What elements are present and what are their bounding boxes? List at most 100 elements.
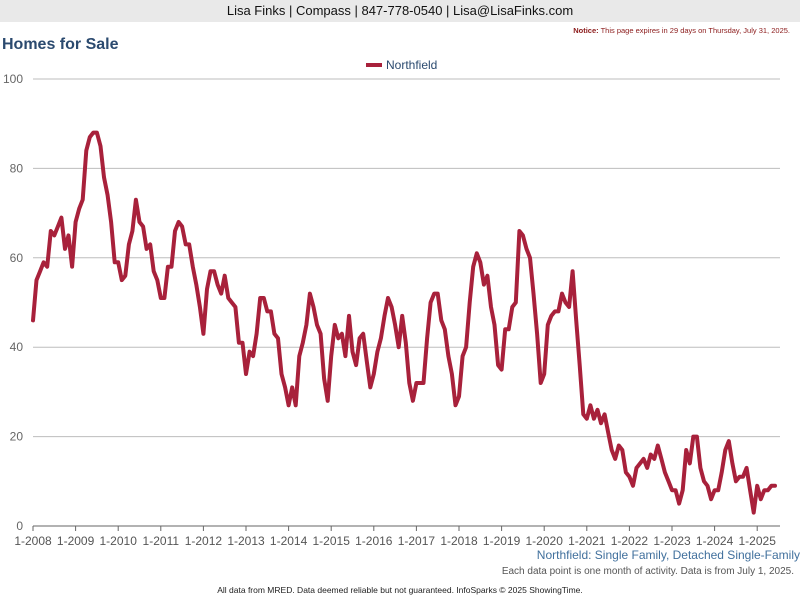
data-point[interactable]	[489, 305, 493, 309]
data-point[interactable]	[393, 323, 397, 327]
data-point[interactable]	[450, 372, 454, 376]
data-point[interactable]	[84, 149, 88, 153]
data-point[interactable]	[638, 461, 642, 465]
data-point[interactable]	[496, 363, 500, 367]
data-point[interactable]	[528, 256, 532, 260]
data-point[interactable]	[603, 412, 607, 416]
data-point[interactable]	[74, 220, 78, 224]
data-point[interactable]	[759, 497, 763, 501]
data-point[interactable]	[386, 296, 390, 300]
data-point[interactable]	[283, 385, 287, 389]
data-point[interactable]	[312, 305, 316, 309]
data-point[interactable]	[411, 399, 415, 403]
data-point[interactable]	[223, 274, 227, 278]
data-point[interactable]	[507, 327, 511, 331]
data-point[interactable]	[730, 461, 734, 465]
data-point[interactable]	[343, 354, 347, 358]
data-point[interactable]	[265, 309, 269, 313]
data-point[interactable]	[127, 242, 131, 246]
data-point[interactable]	[120, 278, 124, 282]
data-point[interactable]	[35, 278, 39, 282]
data-point[interactable]	[358, 336, 362, 340]
data-point[interactable]	[695, 435, 699, 439]
data-point[interactable]	[109, 220, 113, 224]
data-point[interactable]	[155, 278, 159, 282]
data-point[interactable]	[688, 461, 692, 465]
data-point[interactable]	[720, 470, 724, 474]
data-point[interactable]	[63, 247, 67, 251]
data-point[interactable]	[308, 292, 312, 296]
data-point[interactable]	[425, 336, 429, 340]
data-point[interactable]	[493, 323, 497, 327]
data-point[interactable]	[191, 265, 195, 269]
data-point[interactable]	[336, 336, 340, 340]
data-point[interactable]	[475, 251, 479, 255]
data-point[interactable]	[123, 274, 127, 278]
data-point[interactable]	[727, 439, 731, 443]
data-point[interactable]	[773, 484, 777, 488]
data-point[interactable]	[294, 403, 298, 407]
data-point[interactable]	[645, 466, 649, 470]
data-point[interactable]	[585, 417, 589, 421]
data-point[interactable]	[166, 265, 170, 269]
data-point[interactable]	[138, 220, 142, 224]
data-point[interactable]	[219, 292, 223, 296]
data-point[interactable]	[446, 354, 450, 358]
data-point[interactable]	[148, 242, 152, 246]
data-point[interactable]	[379, 336, 383, 340]
data-point[interactable]	[532, 292, 536, 296]
data-point[interactable]	[45, 265, 49, 269]
data-point[interactable]	[734, 479, 738, 483]
data-point[interactable]	[535, 332, 539, 336]
data-point[interactable]	[351, 350, 355, 354]
data-point[interactable]	[237, 341, 241, 345]
data-point[interactable]	[272, 332, 276, 336]
data-point[interactable]	[134, 198, 138, 202]
data-point[interactable]	[333, 323, 337, 327]
data-point[interactable]	[205, 287, 209, 291]
data-point[interactable]	[436, 292, 440, 296]
data-point[interactable]	[478, 260, 482, 264]
data-point[interactable]	[464, 345, 468, 349]
data-point[interactable]	[443, 327, 447, 331]
data-point[interactable]	[226, 296, 230, 300]
data-point[interactable]	[755, 484, 759, 488]
data-point[interactable]	[198, 305, 202, 309]
data-point[interactable]	[556, 309, 560, 313]
data-point[interactable]	[652, 457, 656, 461]
data-point[interactable]	[319, 332, 323, 336]
data-point[interactable]	[723, 448, 727, 452]
data-point[interactable]	[620, 448, 624, 452]
data-point[interactable]	[656, 444, 660, 448]
data-point[interactable]	[702, 479, 706, 483]
data-point[interactable]	[482, 283, 486, 287]
data-point[interactable]	[52, 233, 56, 237]
data-point[interactable]	[407, 381, 411, 385]
data-point[interactable]	[241, 341, 245, 345]
data-point[interactable]	[159, 296, 163, 300]
data-point[interactable]	[59, 216, 63, 220]
data-point[interactable]	[251, 354, 255, 358]
data-point[interactable]	[372, 372, 376, 376]
data-point[interactable]	[244, 372, 248, 376]
data-point[interactable]	[500, 368, 504, 372]
data-point[interactable]	[184, 242, 188, 246]
data-point[interactable]	[698, 466, 702, 470]
data-point[interactable]	[471, 265, 475, 269]
data-point[interactable]	[180, 225, 184, 229]
data-point[interactable]	[113, 260, 117, 264]
data-point[interactable]	[485, 274, 489, 278]
data-point[interactable]	[49, 229, 53, 233]
data-point[interactable]	[624, 470, 628, 474]
series-line-northfield[interactable]	[31, 130, 777, 515]
data-point[interactable]	[432, 292, 436, 296]
data-point[interactable]	[116, 260, 120, 264]
data-point[interactable]	[461, 354, 465, 358]
data-point[interactable]	[287, 403, 291, 407]
data-point[interactable]	[233, 305, 237, 309]
data-point[interactable]	[365, 359, 369, 363]
data-point[interactable]	[631, 484, 635, 488]
data-point[interactable]	[670, 488, 674, 492]
data-point[interactable]	[162, 296, 166, 300]
data-point[interactable]	[596, 408, 600, 412]
